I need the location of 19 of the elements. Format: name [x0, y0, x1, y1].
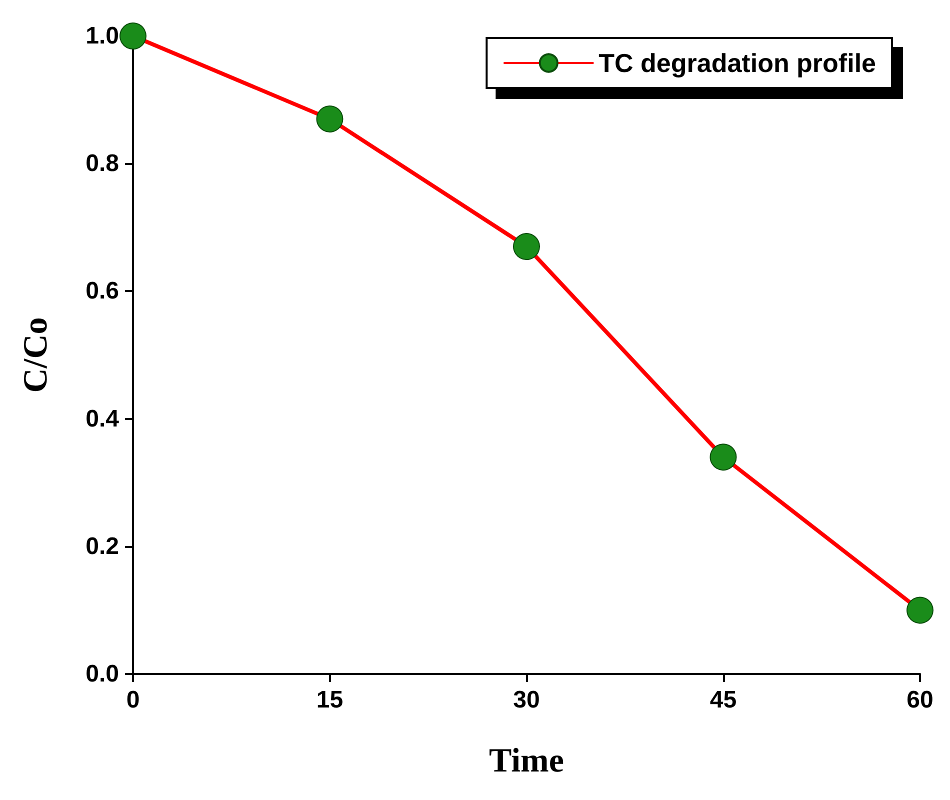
x-tick-label: 15 [316, 686, 344, 714]
point [710, 444, 737, 471]
legend-label: TC degradation profile [598, 48, 876, 78]
y-tick-label: 0.8 [86, 150, 119, 178]
point [120, 22, 146, 50]
y-tick-label: 0.6 [86, 278, 119, 305]
x-tick-label: 60 [906, 686, 934, 714]
point [513, 233, 540, 260]
y-tick-label: 1.0 [86, 22, 119, 50]
point [906, 596, 934, 624]
x-tick-label: 30 [513, 686, 540, 714]
point [316, 105, 344, 132]
y-tick-label: 0.4 [86, 405, 120, 432]
x-tick-label: 45 [710, 686, 737, 714]
y-axis-title: C/Co [18, 317, 54, 393]
x-axis-title: Time [489, 742, 564, 780]
y-tick-label: 0.2 [86, 532, 119, 560]
x-tick-label: 0 [126, 686, 140, 714]
y-tick-label: 0.0 [86, 660, 119, 688]
